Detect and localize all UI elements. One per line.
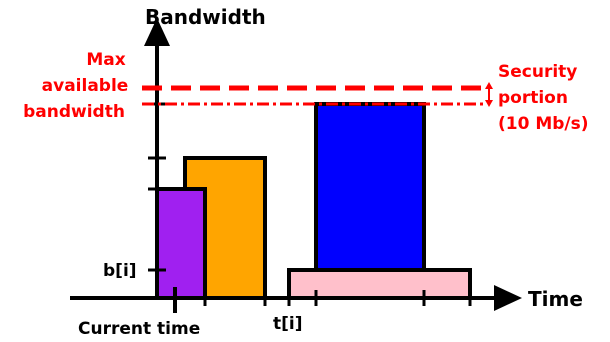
y-axis-label: Bandwidth	[145, 5, 266, 29]
security-arrow-head-bottom	[485, 100, 493, 107]
security-label-line2: portion	[498, 88, 568, 108]
blue-block	[314, 102, 426, 272]
x-axis-label: Time	[528, 287, 583, 311]
current-time-label: Current time	[78, 319, 200, 339]
b-i-label: b[i]	[103, 261, 137, 281]
purple-block	[155, 187, 207, 300]
y-axis-arrowhead	[144, 18, 170, 46]
security-label-line1: Security	[498, 62, 577, 82]
security-label-line3: (10 Mb/s)	[498, 114, 589, 134]
max-bandwidth-label-line1: Max	[86, 50, 125, 70]
t-i-label: t[i]	[273, 314, 303, 334]
security-arrow-head-top	[485, 82, 493, 89]
max-bandwidth-label-line2: available	[42, 76, 129, 96]
x-axis-arrowhead	[494, 285, 522, 311]
max-bandwidth-label-line3: bandwidth	[23, 102, 125, 122]
